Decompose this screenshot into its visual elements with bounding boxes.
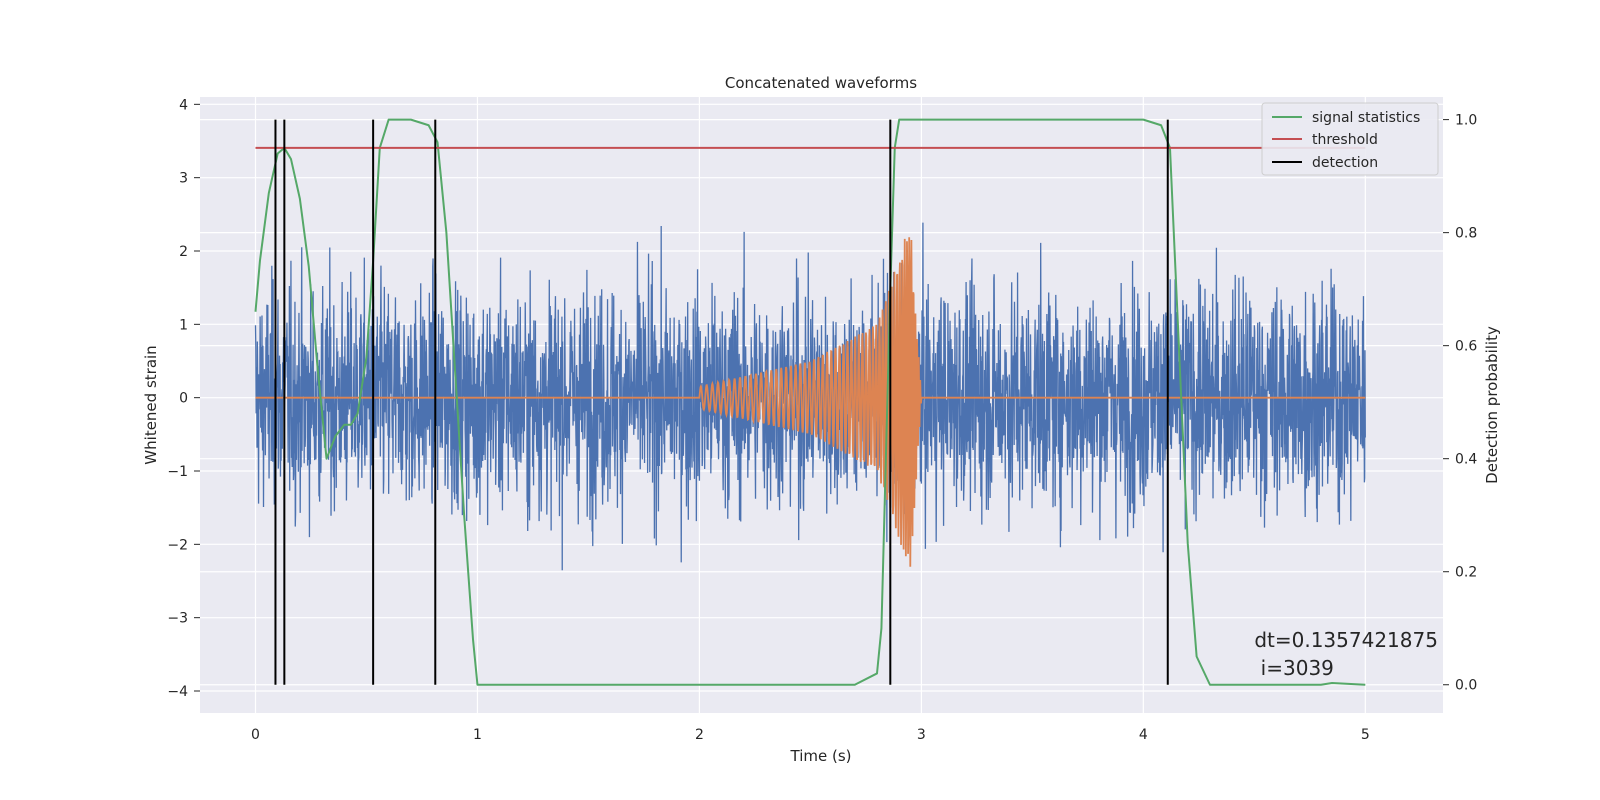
y-tick-label: 1 <box>179 317 188 333</box>
y-tick-label: −2 <box>167 537 188 553</box>
legend: signal statistics threshold detection <box>1261 102 1439 176</box>
legend-box <box>1261 102 1439 176</box>
y2-tick-label: 0.8 <box>1455 226 1477 242</box>
y-tick-label: −3 <box>167 611 188 627</box>
x-tick-label: 3 <box>917 727 926 743</box>
y-tick-label: −4 <box>167 684 188 700</box>
x-axis-label: Time (s) <box>790 747 852 765</box>
series-whitened-strain <box>254 222 1366 571</box>
plot-area <box>254 118 1366 686</box>
x-tick-label: 4 <box>1139 727 1148 743</box>
legend-label-threshold: threshold <box>1312 132 1378 148</box>
legend-label-signal-statistics: signal statistics <box>1312 110 1420 126</box>
x-tick-label: 1 <box>473 727 482 743</box>
y-tick-label: 2 <box>179 244 188 260</box>
x-tick-labels: 0 1 2 3 4 5 <box>251 727 1370 743</box>
x-tick-label: 2 <box>695 727 704 743</box>
y-axis-label: Whitened strain <box>142 345 160 464</box>
y2-tick-label: 0.2 <box>1455 565 1477 581</box>
y-tick-labels: 4 3 2 1 0 −1 −2 −3 −4 <box>167 97 188 700</box>
legend-label-detection: detection <box>1312 155 1378 171</box>
y-tick-label: 3 <box>179 171 188 187</box>
y-tick-label: 0 <box>179 391 188 407</box>
y2-tick-label: 1.0 <box>1455 113 1477 129</box>
annotation-dt: dt=0.1357421875 <box>1254 628 1438 652</box>
chart-title: Concatenated waveforms <box>725 74 917 92</box>
y-tick-label: 4 <box>179 97 188 113</box>
y2-tick-labels: 0.0 0.2 0.4 0.6 0.8 1.0 <box>1455 113 1477 694</box>
y-tick-label: −1 <box>167 464 188 480</box>
annotation-index: i=3039 <box>1254 656 1334 680</box>
y2-axis-label: Detection probability <box>1483 326 1501 484</box>
x-tick-label: 0 <box>251 727 260 743</box>
y2-tick-label: 0.6 <box>1455 339 1477 355</box>
x-tick-label: 5 <box>1361 727 1370 743</box>
y2-tick-label: 0.4 <box>1455 452 1477 468</box>
y2-tick-label: 0.0 <box>1455 678 1477 694</box>
